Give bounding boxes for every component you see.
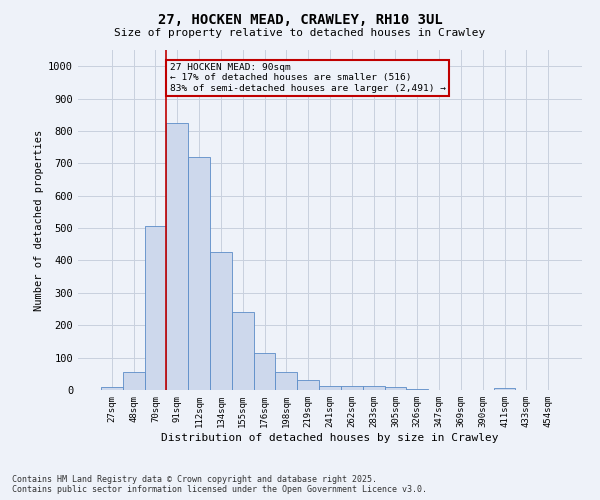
Bar: [275, 372, 297, 390]
Bar: [363, 386, 385, 390]
Bar: [232, 312, 254, 390]
Bar: [319, 386, 341, 390]
Y-axis label: Number of detached properties: Number of detached properties: [34, 130, 44, 310]
Bar: [101, 387, 123, 390]
Text: Contains HM Land Registry data © Crown copyright and database right 2025.
Contai: Contains HM Land Registry data © Crown c…: [12, 474, 427, 494]
Bar: [210, 252, 232, 390]
Bar: [123, 372, 145, 390]
Bar: [254, 353, 275, 390]
Bar: [166, 123, 188, 390]
Text: Size of property relative to detached houses in Crawley: Size of property relative to detached ho…: [115, 28, 485, 38]
Bar: [145, 226, 166, 390]
Text: 27 HOCKEN MEAD: 90sqm
← 17% of detached houses are smaller (516)
83% of semi-det: 27 HOCKEN MEAD: 90sqm ← 17% of detached …: [170, 63, 446, 93]
X-axis label: Distribution of detached houses by size in Crawley: Distribution of detached houses by size …: [161, 432, 499, 442]
Text: 27, HOCKEN MEAD, CRAWLEY, RH10 3UL: 27, HOCKEN MEAD, CRAWLEY, RH10 3UL: [158, 12, 442, 26]
Bar: [385, 388, 406, 390]
Bar: [341, 386, 363, 390]
Bar: [494, 388, 515, 390]
Bar: [406, 389, 428, 390]
Bar: [297, 380, 319, 390]
Bar: [188, 157, 210, 390]
